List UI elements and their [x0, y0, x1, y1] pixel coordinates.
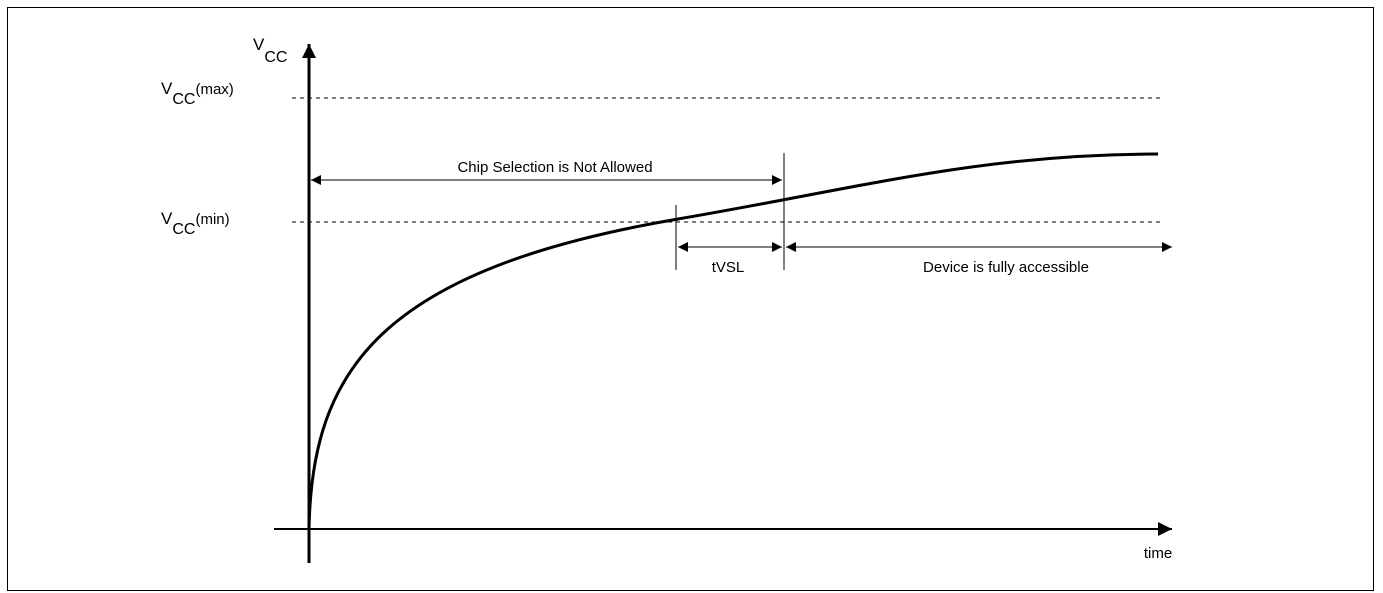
vcc-rise-curve [307, 152, 1159, 530]
vcc-max-label: VCC(max) [161, 79, 234, 108]
chip-selection-label: Chip Selection is Not Allowed [457, 159, 652, 176]
y-axis-label: VCC [253, 35, 287, 66]
diagram-frame [7, 7, 1374, 591]
vcc-min-label: VCC(min) [161, 209, 230, 238]
tvsl-label: tVSL [712, 259, 745, 276]
x-axis-label: time [1144, 545, 1172, 562]
device-access-label: Device is fully accessible [923, 259, 1089, 276]
